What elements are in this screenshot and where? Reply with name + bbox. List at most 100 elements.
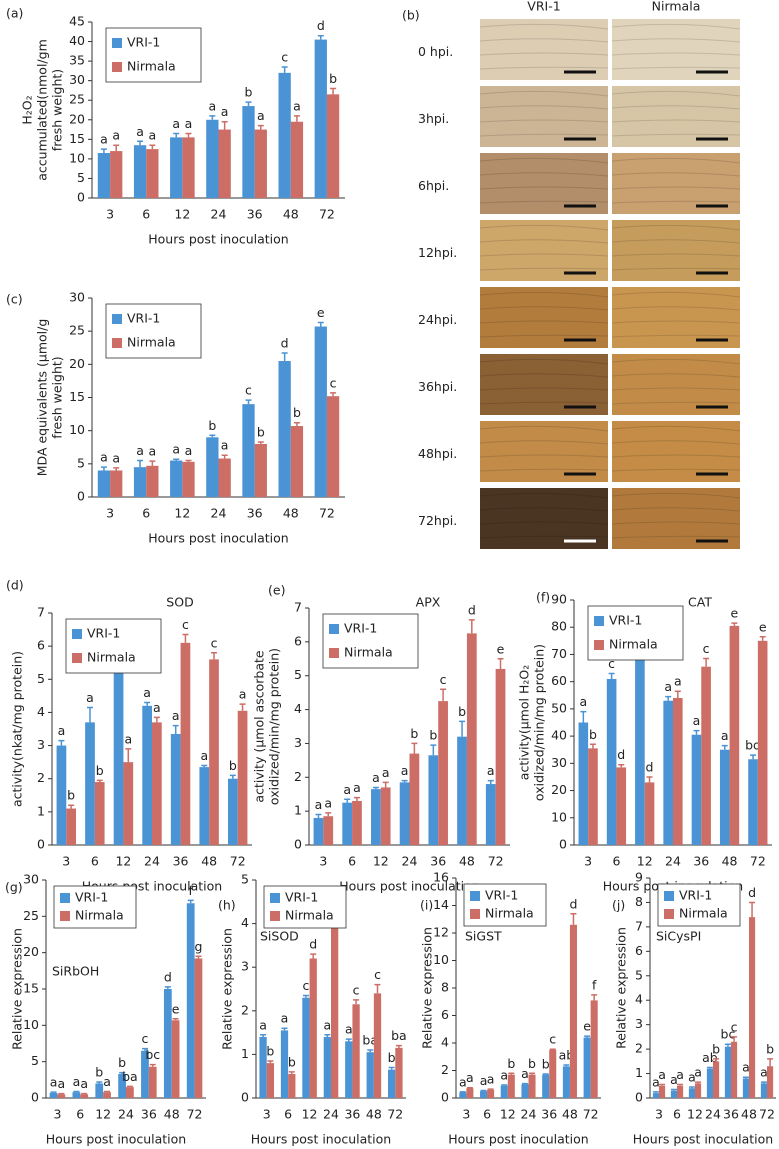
x-tick-label: 72 <box>319 207 335 222</box>
x-tick-label: 12 <box>95 1107 111 1122</box>
chart-title: SiGST <box>465 929 502 944</box>
error-bar <box>50 1091 57 1093</box>
bar <box>199 767 210 845</box>
error-bar <box>521 1082 528 1085</box>
significance-letter: a <box>353 780 361 795</box>
cell-wall <box>611 425 741 432</box>
y-tick-label: 1 <box>294 803 302 818</box>
y-tick-label: 10 <box>23 1017 39 1032</box>
x-tick-label: 48 <box>201 854 217 869</box>
error-bar <box>652 1091 659 1094</box>
bar <box>767 1066 774 1098</box>
bar <box>49 1092 58 1098</box>
x-tick-label: 24 <box>665 854 681 869</box>
significance-letter: a <box>521 1066 529 1081</box>
x-tick-label: 48 <box>459 854 475 869</box>
x-tick-label: 24 <box>211 506 227 521</box>
error-bar <box>468 619 475 634</box>
significance-letter: b <box>96 763 104 778</box>
cell-wall <box>611 253 741 257</box>
bar <box>180 642 191 845</box>
bar <box>313 817 324 845</box>
cell-wall <box>479 66 609 70</box>
x-tick-label: 6 <box>612 854 620 869</box>
legend-label: Nirmala <box>75 908 124 923</box>
panel-label: (h) <box>218 898 236 913</box>
x-tick-label: 6 <box>673 1107 681 1122</box>
y-tick-label: 8 <box>635 894 643 909</box>
y-tick-label: 1 <box>241 1046 249 1061</box>
error-bar <box>693 729 700 735</box>
significance-letter: b <box>429 728 437 743</box>
x-tick-label: 24 <box>402 854 418 869</box>
significance-letter: bc <box>145 1047 160 1062</box>
cell-wall <box>611 507 741 512</box>
significance-letter: a <box>676 1067 684 1082</box>
panel-label: (g) <box>5 880 23 895</box>
cell-wall <box>611 23 741 30</box>
error-bar <box>713 1058 720 1062</box>
significance-letter: b <box>388 1050 396 1065</box>
error-bar <box>674 690 681 698</box>
row-label: 24hpi. <box>418 312 457 327</box>
y-tick-label: 9 <box>635 870 643 885</box>
bar <box>457 736 467 845</box>
cell-wall <box>479 425 609 432</box>
cell-wall <box>479 253 609 257</box>
x-tick-label: 36 <box>247 506 263 521</box>
x-tick-label: 12 <box>174 506 190 521</box>
bar <box>688 1088 695 1098</box>
significance-letter: a <box>487 763 495 778</box>
significance-letter: b <box>458 704 466 719</box>
significance-letter: a <box>257 108 265 123</box>
significance-letter: f <box>592 977 597 992</box>
bar <box>500 1085 508 1098</box>
x-tick-label: 48 <box>366 1107 382 1122</box>
bar <box>118 1074 126 1098</box>
significance-letter: b <box>410 726 418 741</box>
error-bar <box>126 1085 133 1088</box>
significance-letter: a <box>209 98 217 113</box>
y-axis-label: activity(nkat/mg protein) <box>10 651 25 807</box>
legend-swatch <box>112 314 122 324</box>
bar <box>438 701 448 845</box>
bar <box>507 1074 515 1098</box>
significance-letter: b <box>712 1041 720 1056</box>
cell-wall <box>611 521 741 525</box>
bar <box>521 1084 529 1098</box>
x-tick-label: 12 <box>115 854 131 869</box>
significance-letter: a <box>459 1074 467 1089</box>
bar <box>56 745 67 845</box>
significance-letter: a <box>674 674 682 689</box>
x-tick-label: 3 <box>106 506 114 521</box>
bar <box>186 903 195 1098</box>
x-tick-label: 24 <box>521 1107 537 1122</box>
error-bar <box>310 953 317 959</box>
x-tick-label: 3 <box>53 1107 61 1122</box>
error-bar <box>221 454 228 459</box>
row-label: 6hpi. <box>418 178 449 193</box>
significance-letter: a <box>694 1065 702 1080</box>
legend-label: VRI-1 <box>87 626 120 641</box>
cell-wall <box>611 468 741 472</box>
bar <box>323 816 334 845</box>
x-axis-label: Hours post inoculation <box>251 1132 391 1147</box>
significance-letter: b <box>542 1056 550 1071</box>
y-tick-label: 20 <box>551 782 567 797</box>
cell-wall <box>479 358 609 365</box>
y-tick-label: 30 <box>551 755 567 770</box>
bar <box>152 722 162 845</box>
y-tick-label: 0 <box>37 837 45 852</box>
cell-wall <box>479 52 609 56</box>
bar <box>691 734 702 845</box>
error-bar <box>401 779 408 783</box>
legend-swatch <box>470 909 480 919</box>
significance-letter: a <box>50 1075 58 1090</box>
y-tick-label: 7 <box>635 918 643 933</box>
error-bar <box>229 774 236 779</box>
error-bar <box>688 1086 695 1089</box>
error-bar <box>317 34 324 40</box>
x-tick-label: 36 <box>693 854 709 869</box>
legend-label: Nirmala <box>127 335 176 350</box>
legend-label: Nirmala <box>285 908 334 923</box>
